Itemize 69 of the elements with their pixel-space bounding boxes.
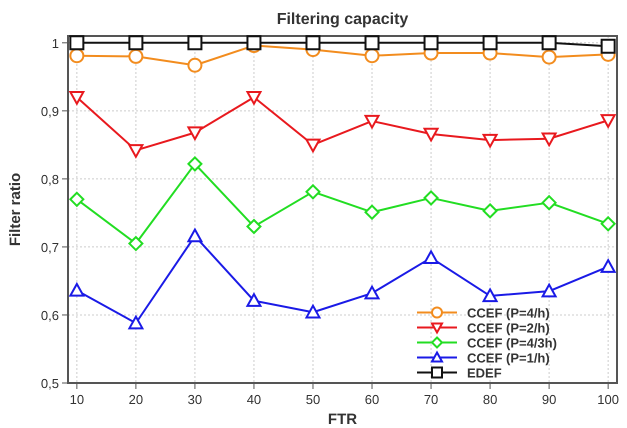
point bbox=[482, 288, 498, 302]
point bbox=[187, 228, 202, 242]
point bbox=[542, 132, 557, 146]
point bbox=[305, 35, 320, 50]
point bbox=[69, 282, 84, 297]
point bbox=[128, 316, 144, 330]
point bbox=[424, 250, 439, 264]
point bbox=[187, 58, 202, 73]
point bbox=[424, 190, 439, 206]
point bbox=[246, 293, 262, 307]
x-tick-label: 50 bbox=[306, 392, 320, 407]
chart-title: Filtering capacity bbox=[276, 11, 408, 28]
y-tick-label: 1 bbox=[52, 36, 59, 51]
point bbox=[305, 138, 320, 152]
point bbox=[424, 35, 439, 50]
point bbox=[542, 35, 557, 50]
point bbox=[600, 216, 616, 232]
legend-label: EDEF bbox=[467, 366, 502, 380]
point bbox=[128, 236, 144, 252]
x-tick-label: 80 bbox=[482, 392, 498, 407]
point bbox=[364, 35, 380, 50]
point bbox=[187, 126, 202, 140]
point bbox=[128, 35, 144, 50]
point bbox=[69, 35, 84, 50]
point bbox=[542, 284, 557, 298]
legend-label: CCEF (P=1/h) bbox=[467, 350, 550, 366]
point bbox=[69, 48, 84, 64]
point bbox=[482, 134, 498, 148]
x-tick-label: 100 bbox=[597, 392, 619, 407]
point bbox=[600, 114, 616, 128]
point bbox=[542, 50, 557, 65]
point bbox=[364, 204, 380, 220]
point bbox=[482, 203, 498, 218]
point bbox=[364, 114, 380, 129]
x-tick-label: 30 bbox=[188, 392, 202, 407]
point bbox=[364, 286, 380, 300]
point bbox=[305, 184, 320, 200]
x-tick-label: 60 bbox=[364, 392, 380, 407]
point bbox=[128, 144, 144, 158]
x-tick-label: 20 bbox=[128, 392, 144, 407]
x-axis-title: FTR bbox=[328, 411, 358, 428]
legend-label: CCEF (P=4/h) bbox=[467, 306, 550, 320]
legend-label: CCEF (P=2/h) bbox=[467, 320, 550, 336]
y-tick-label: 0,9 bbox=[40, 104, 59, 119]
x-tick-label: 90 bbox=[542, 392, 556, 407]
point bbox=[600, 38, 616, 54]
x-tick-label: 40 bbox=[246, 392, 262, 407]
point bbox=[246, 35, 262, 50]
x-tick-label: 10 bbox=[70, 392, 84, 407]
point bbox=[542, 195, 557, 210]
y-tick-label: 0,7 bbox=[40, 240, 59, 255]
x-tick-label: 70 bbox=[424, 392, 438, 407]
point bbox=[187, 35, 202, 50]
point bbox=[128, 48, 144, 64]
point bbox=[187, 156, 202, 172]
y-tick-label: 0,5 bbox=[40, 376, 59, 391]
y-tick-label: 0,8 bbox=[40, 172, 59, 187]
point bbox=[246, 219, 262, 234]
point bbox=[364, 48, 380, 64]
point bbox=[305, 304, 320, 318]
point bbox=[69, 91, 84, 105]
legend-label: CCEF (P=4/3h) bbox=[467, 336, 557, 350]
point bbox=[69, 192, 84, 207]
point bbox=[482, 35, 498, 50]
y-tick-label: 0,6 bbox=[40, 308, 59, 323]
point bbox=[424, 128, 439, 142]
point bbox=[600, 259, 616, 273]
point bbox=[246, 91, 262, 105]
y-axis-title: Filter ratio bbox=[7, 172, 24, 246]
